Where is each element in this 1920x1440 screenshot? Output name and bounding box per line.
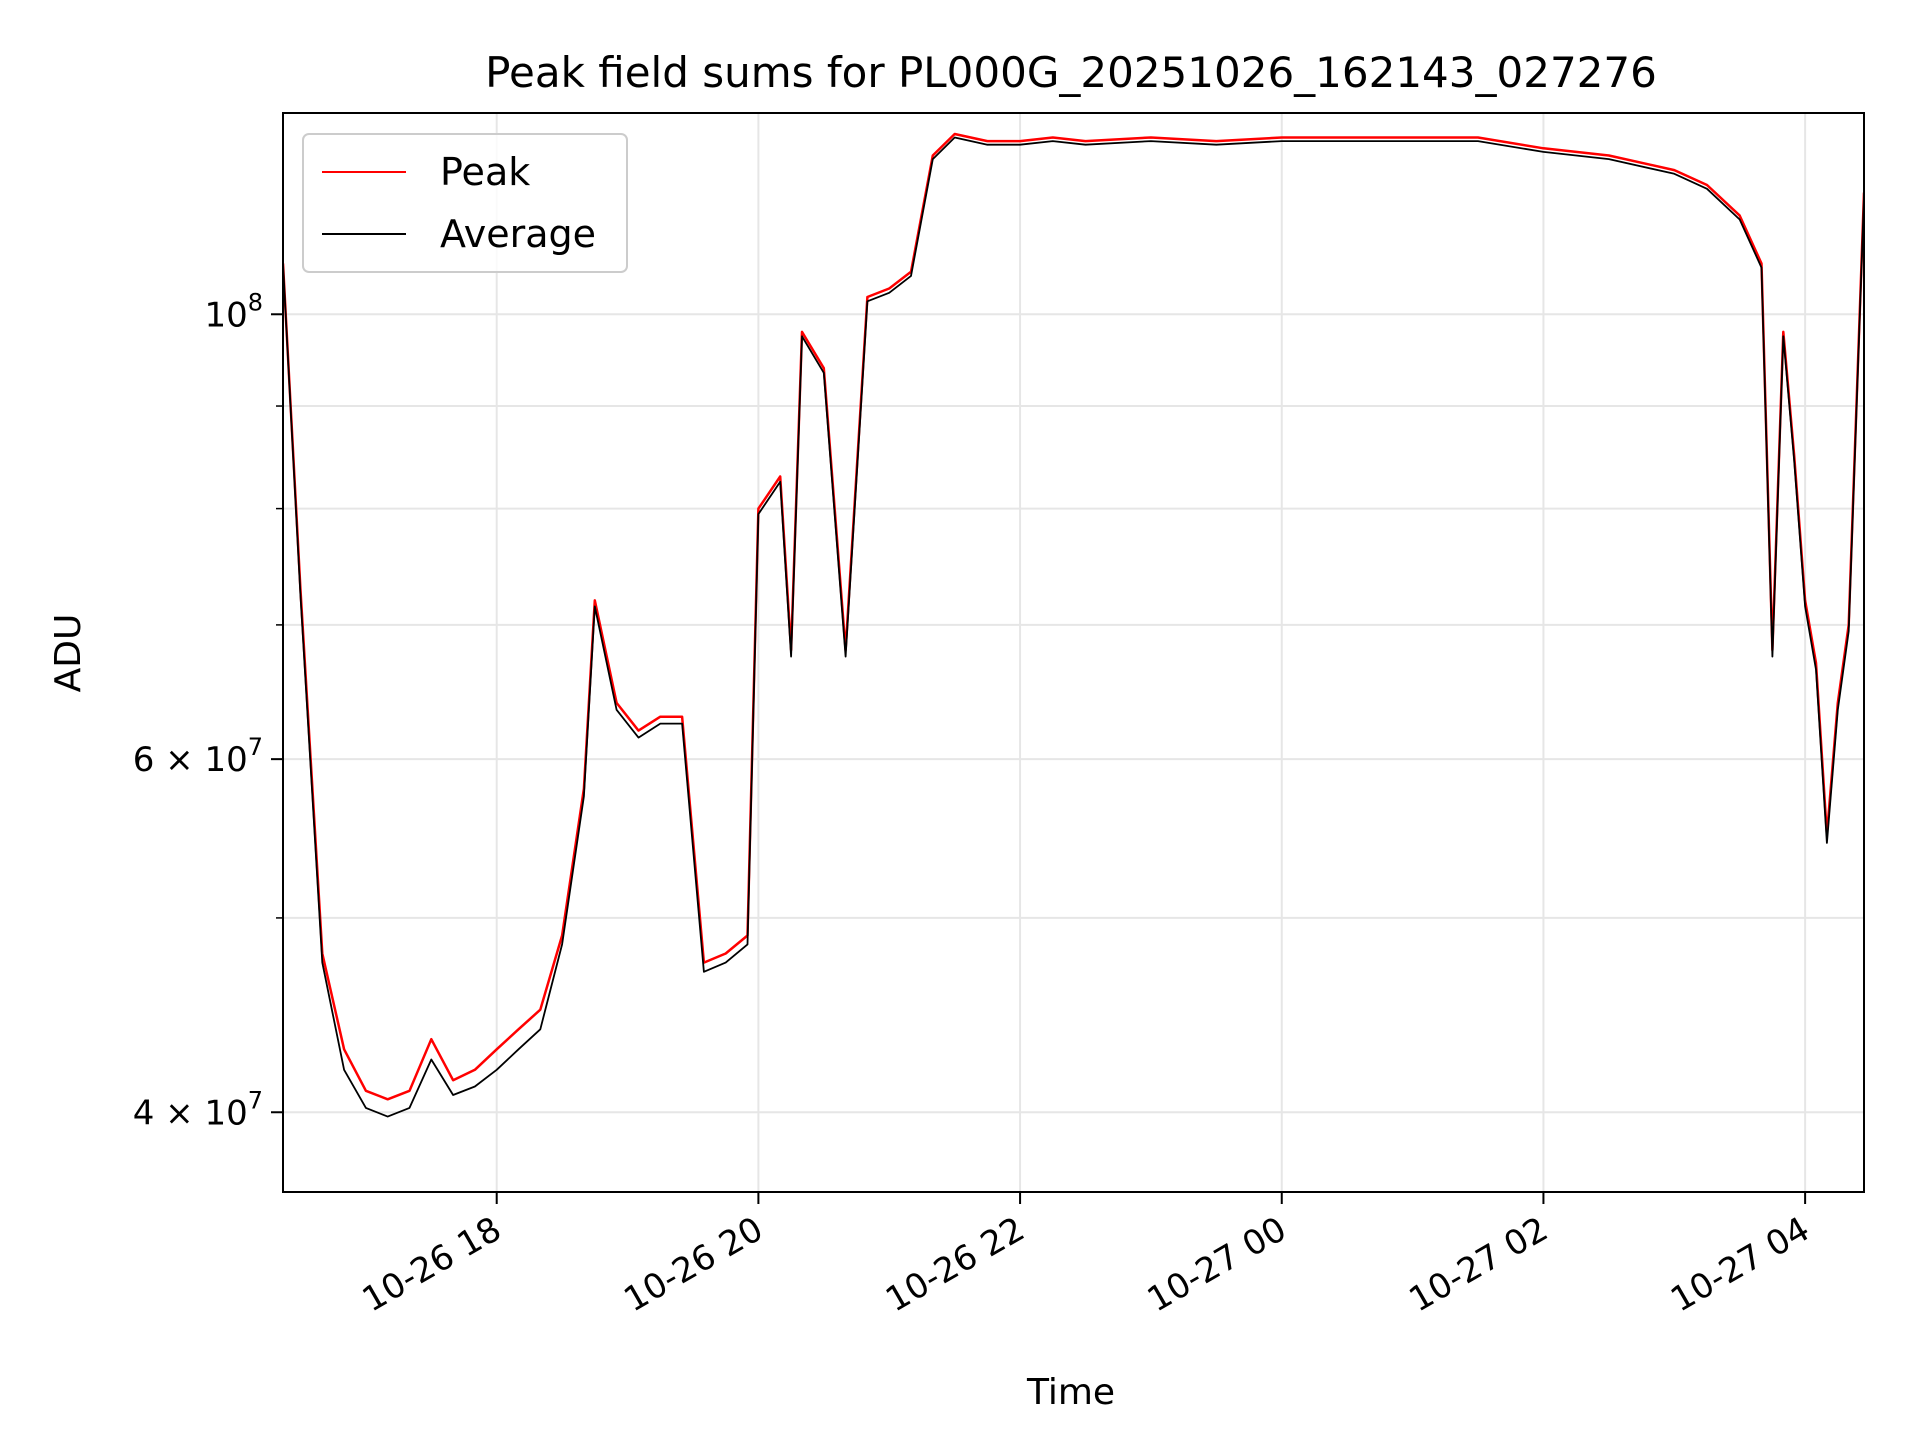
legend: Peak Average [302,133,628,273]
y-tick-label-exponent: 7 [248,733,263,761]
y-tick-label-exponent: 8 [248,288,263,316]
plot-frame [282,112,1865,1193]
series-lines [283,132,1864,1118]
y-tick-label-base: 10 [204,295,247,335]
legend-label-average: Average [440,212,596,256]
y-tick-label: 6 × 107 [133,733,263,780]
gridlines [283,113,1864,1192]
y-tick-label-base: 6 × 10 [133,740,248,780]
chart-title: Peak field sums for PL000G_20251026_1621… [485,48,1657,97]
x-axis-label: Time [1026,1372,1115,1413]
series-line-average [283,136,1864,1118]
y-axis-label: ADU [48,614,89,693]
legend-label-peak: Peak [440,150,530,194]
y-tick-label: 4 × 107 [133,1086,263,1133]
legend-box [302,133,628,273]
y-tick-label-base: 4 × 10 [133,1093,248,1133]
series-line-peak [283,132,1864,1101]
y-tick-label: 108 [204,288,263,335]
y-tick-label-exponent: 7 [248,1086,263,1114]
